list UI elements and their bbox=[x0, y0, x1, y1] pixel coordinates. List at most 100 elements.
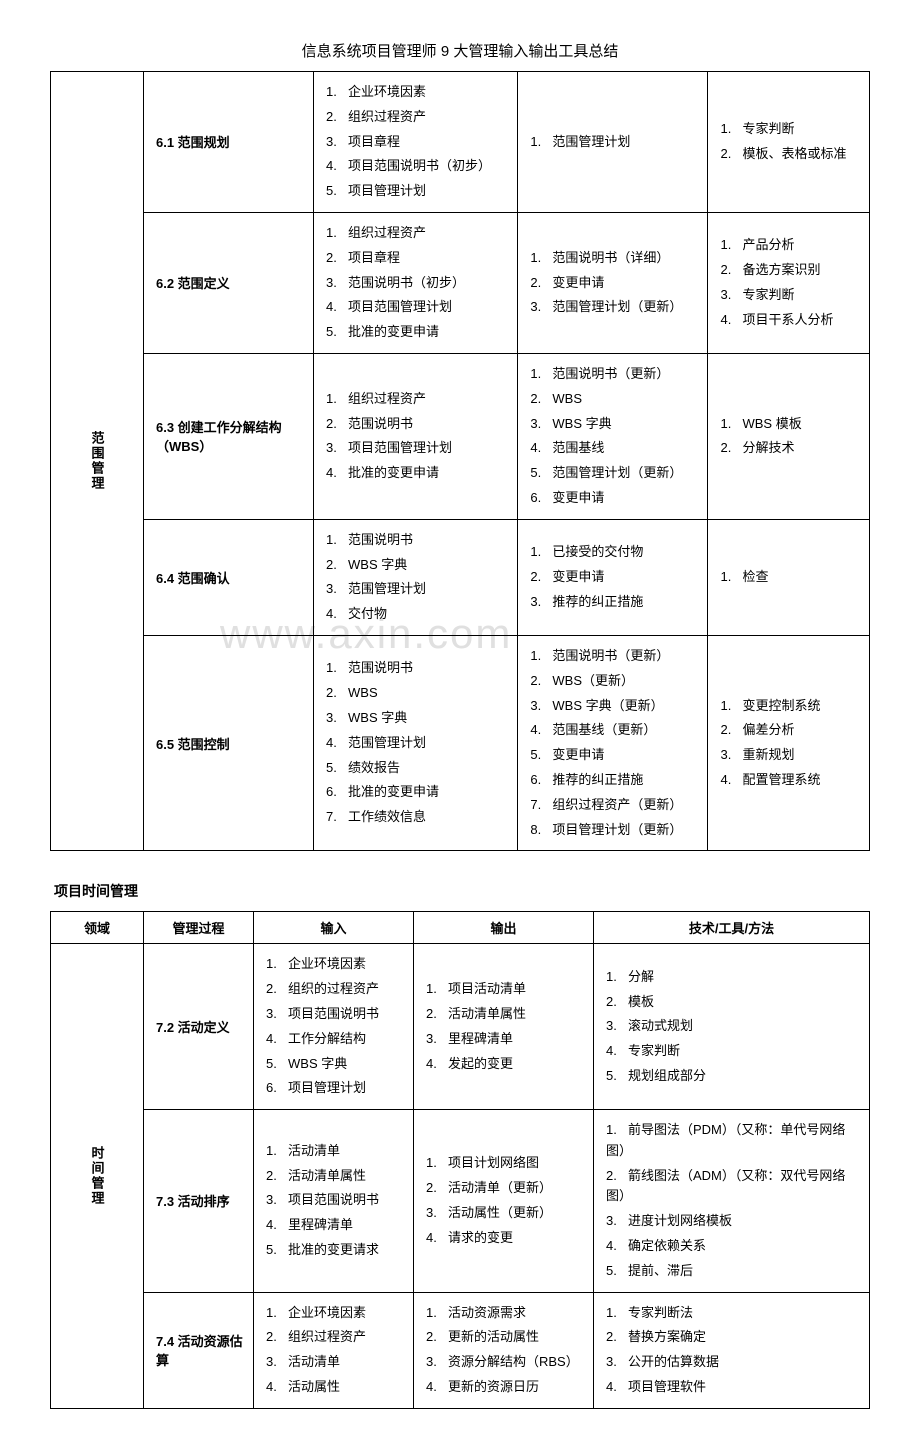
list-text: 变更申请 bbox=[552, 747, 604, 762]
list-text: 滚动式规划 bbox=[628, 1018, 693, 1033]
list-number: 4. bbox=[530, 438, 552, 459]
table-row: 6.2 范围定义1.组织过程资产2.项目章程3.范围说明书（初步）4.项目范围管… bbox=[51, 212, 870, 353]
list-text: 范围管理计划（更新） bbox=[552, 465, 682, 480]
list-number: 1. bbox=[720, 119, 742, 140]
tools-list: 1.WBS 模板2.分解技术 bbox=[716, 412, 861, 462]
list-number: 1. bbox=[606, 967, 628, 988]
outputs-list-item: 1.项目活动清单 bbox=[426, 977, 585, 1002]
list-text: 范围管理计划 bbox=[348, 581, 426, 596]
process-name-cell: 6.3 创建工作分解结构（WBS） bbox=[144, 353, 314, 519]
list-text: 推荐的纠正措施 bbox=[552, 772, 643, 787]
inputs-list-item: 2.WBS 字典 bbox=[326, 553, 509, 578]
tools-list-item: 2.偏差分析 bbox=[720, 718, 861, 743]
inputs-cell: 1.企业环境因素2.组织的过程资产3.项目范围说明书4.工作分解结构5.WBS … bbox=[254, 944, 414, 1110]
inputs-list-item: 3.项目范围说明书 bbox=[266, 1002, 405, 1027]
outputs-list-item: 1.范围说明书（更新） bbox=[530, 362, 699, 387]
outputs-list-item: 5.变更申请 bbox=[530, 743, 699, 768]
list-text: 企业环境因素 bbox=[288, 956, 366, 971]
process-name-cell: 6.4 范围确认 bbox=[144, 519, 314, 635]
list-number: 3. bbox=[606, 1016, 628, 1037]
tools-cell: 1.变更控制系统2.偏差分析3.重新规划4.配置管理系统 bbox=[708, 635, 870, 850]
list-number: 4. bbox=[426, 1228, 448, 1249]
list-text: 模板 bbox=[628, 994, 654, 1009]
list-number: 2. bbox=[720, 260, 742, 281]
list-text: 范围管理计划（更新） bbox=[552, 299, 682, 314]
inputs-list-item: 5.绩效报告 bbox=[326, 756, 509, 781]
list-text: 备选方案识别 bbox=[742, 262, 820, 277]
list-number: 1. bbox=[326, 82, 348, 103]
tools-list-item: 2.箭线图法（ADM）（又称：双代号网络图） bbox=[606, 1164, 861, 1210]
tools-list-item: 4.项目干系人分析 bbox=[720, 308, 861, 333]
list-number: 1. bbox=[266, 1141, 288, 1162]
section-title-time: 项目时间管理 bbox=[50, 881, 870, 901]
list-text: 范围说明书 bbox=[348, 532, 413, 547]
outputs-list: 1.活动资源需求2.更新的活动属性3.资源分解结构（RBS）4.更新的资源日历 bbox=[422, 1301, 585, 1400]
list-number: 6. bbox=[326, 782, 348, 803]
inputs-list: 1.企业环境因素2.组织过程资产3.活动清单4.活动属性 bbox=[262, 1301, 405, 1400]
table-row: 7.4 活动资源估算1.企业环境因素2.组织过程资产3.活动清单4.活动属性1.… bbox=[51, 1292, 870, 1408]
list-text: 活动清单（更新） bbox=[448, 1180, 552, 1195]
inputs-list-item: 3.项目范围管理计划 bbox=[326, 436, 509, 461]
list-number: 4. bbox=[606, 1041, 628, 1062]
inputs-list-item: 2.项目章程 bbox=[326, 246, 509, 271]
list-number: 2. bbox=[266, 1327, 288, 1348]
tools-list-item: 3.专家判断 bbox=[720, 283, 861, 308]
list-number: 2. bbox=[720, 438, 742, 459]
list-number: 2. bbox=[326, 414, 348, 435]
list-text: 组织过程资产 bbox=[348, 391, 426, 406]
outputs-list-item: 4.发起的变更 bbox=[426, 1052, 585, 1077]
list-number: 2. bbox=[606, 992, 628, 1013]
list-number: 4. bbox=[326, 297, 348, 318]
inputs-cell: 1.企业环境因素2.组织过程资产3.活动清单4.活动属性 bbox=[254, 1292, 414, 1408]
list-number: 3. bbox=[326, 579, 348, 600]
list-text: 项目范围说明书 bbox=[288, 1192, 379, 1207]
list-text: 请求的变更 bbox=[448, 1230, 513, 1245]
scope-management-table: 范围管理6.1 范围规划1.企业环境因素2.组织过程资产3.项目章程4.项目范围… bbox=[50, 71, 870, 851]
list-number: 3. bbox=[530, 592, 552, 613]
list-text: 项目范围说明书（初步） bbox=[348, 158, 491, 173]
list-text: 偏差分析 bbox=[742, 722, 794, 737]
outputs-cell: 1.范围管理计划 bbox=[518, 72, 708, 213]
tools-list: 1.产品分析2.备选方案识别3.专家判断4.项目干系人分析 bbox=[716, 233, 861, 332]
inputs-cell: 1.范围说明书2.WBS3.WBS 字典4.范围管理计划5.绩效报告6.批准的变… bbox=[314, 635, 518, 850]
list-number: 2. bbox=[326, 107, 348, 128]
list-number: 3. bbox=[326, 132, 348, 153]
list-number: 3. bbox=[530, 297, 552, 318]
inputs-list-item: 1.企业环境因素 bbox=[266, 952, 405, 977]
process-name-cell: 6.1 范围规划 bbox=[144, 72, 314, 213]
list-text: WBS 字典 bbox=[288, 1056, 347, 1071]
list-text: 绩效报告 bbox=[348, 760, 400, 775]
list-text: 批准的变更申请 bbox=[348, 324, 439, 339]
list-text: 公开的估算数据 bbox=[628, 1354, 719, 1369]
list-number: 2. bbox=[326, 555, 348, 576]
inputs-list-item: 4.项目范围说明书（初步） bbox=[326, 154, 509, 179]
list-text: 重新规划 bbox=[742, 747, 794, 762]
tools-list-item: 5.规划组成部分 bbox=[606, 1064, 861, 1089]
list-text: 项目干系人分析 bbox=[742, 312, 833, 327]
list-number: 3. bbox=[606, 1352, 628, 1373]
list-text: 组织过程资产 bbox=[348, 109, 426, 124]
list-number: 3. bbox=[266, 1190, 288, 1211]
list-number: 1. bbox=[326, 658, 348, 679]
table-row: 时间管理7.2 活动定义1.企业环境因素2.组织的过程资产3.项目范围说明书4.… bbox=[51, 944, 870, 1110]
outputs-list-item: 2.WBS bbox=[530, 387, 699, 412]
list-text: 进度计划网络模板 bbox=[628, 1213, 732, 1228]
outputs-list-item: 1.活动资源需求 bbox=[426, 1301, 585, 1326]
outputs-list-item: 1.范围说明书（详细） bbox=[530, 246, 699, 271]
outputs-list: 1.项目活动清单2.活动清单属性3.里程碑清单4.发起的变更 bbox=[422, 977, 585, 1076]
list-text: 工作绩效信息 bbox=[348, 809, 426, 824]
list-text: WBS 字典 bbox=[552, 416, 611, 431]
outputs-list-item: 1.范围管理计划 bbox=[530, 130, 699, 155]
tools-list-item: 3.公开的估算数据 bbox=[606, 1350, 861, 1375]
list-text: WBS bbox=[348, 685, 378, 700]
list-number: 3. bbox=[326, 273, 348, 294]
list-text: 范围基线 bbox=[552, 440, 604, 455]
list-text: 项目管理计划 bbox=[348, 183, 426, 198]
outputs-list: 1.项目计划网络图2.活动清单（更新）3.活动属性（更新）4.请求的变更 bbox=[422, 1151, 585, 1250]
tools-list-item: 3.滚动式规划 bbox=[606, 1014, 861, 1039]
outputs-list: 1.范围管理计划 bbox=[526, 130, 699, 155]
list-text: 变更申请 bbox=[552, 490, 604, 505]
inputs-list-item: 1.组织过程资产 bbox=[326, 221, 509, 246]
list-text: 范围说明书 bbox=[348, 660, 413, 675]
column-header: 领域 bbox=[51, 912, 144, 944]
